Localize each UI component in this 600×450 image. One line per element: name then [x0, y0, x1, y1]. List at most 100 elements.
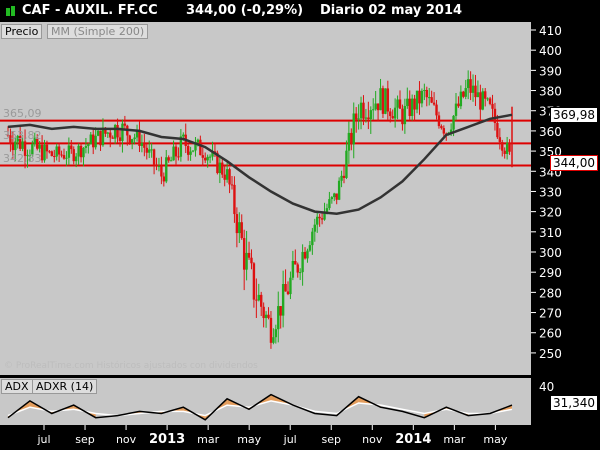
candle-body: [347, 132, 351, 151]
candle-body: [350, 132, 353, 145]
candle-body: [172, 146, 175, 161]
candle-body: [262, 306, 265, 319]
time-tick-label: 2014: [395, 432, 431, 447]
candle-body: [306, 250, 309, 259]
candle-body: [277, 306, 280, 330]
candle-body: [211, 151, 214, 157]
candle-body: [505, 142, 509, 154]
candle-body: [466, 79, 470, 89]
adx-line: [7, 393, 513, 421]
candle-body: [464, 88, 467, 97]
candle-body: [74, 156, 78, 162]
candle-body: [60, 154, 63, 156]
candle-body: [50, 151, 54, 157]
candle-body: [391, 116, 394, 119]
candle-body: [145, 147, 148, 153]
price-tick-label: 260: [539, 327, 562, 341]
candle-body: [201, 155, 204, 158]
candle-body: [218, 162, 222, 174]
candle-body: [428, 97, 431, 99]
candle-body: [79, 145, 83, 158]
candle-body: [92, 134, 95, 148]
candle-body: [82, 147, 85, 158]
candle-body: [479, 92, 482, 110]
candle-body: [133, 137, 136, 140]
candle-body: [225, 169, 229, 180]
candle-body: [393, 107, 397, 119]
candle-body: [21, 141, 24, 149]
candle-body: [320, 218, 324, 220]
price-tick-label: 310: [539, 226, 562, 240]
candle-body: [462, 91, 465, 97]
candle-body: [369, 110, 372, 120]
candle-body: [135, 129, 139, 138]
ma-overlay-label[interactable]: MM (Simple 200): [47, 24, 149, 39]
candle-body: [476, 92, 480, 98]
candle-body: [423, 89, 426, 91]
candle-body: [267, 314, 270, 318]
candle-body: [245, 252, 248, 270]
price-tick-label: 400: [539, 44, 562, 58]
candle-body: [498, 137, 502, 143]
candle-body: [6, 134, 10, 136]
candle-body: [31, 143, 34, 155]
candle-body: [279, 306, 282, 316]
candle-body: [199, 139, 202, 156]
up-arrow-icon: [4, 3, 18, 21]
adxr-panel-label[interactable]: ADXR (14): [32, 379, 98, 394]
candle-body: [65, 157, 68, 159]
candle-body: [109, 132, 112, 138]
candle-body: [335, 193, 338, 200]
time-tick-label: jul: [36, 433, 50, 446]
candle-body: [488, 98, 492, 104]
candle-body: [48, 151, 51, 153]
time-tick-label: jul: [283, 433, 297, 446]
candle-body: [143, 143, 146, 148]
candle-body: [230, 184, 234, 186]
time-tick-label: 2013: [149, 432, 185, 447]
candle-body: [148, 149, 151, 153]
price-change: 344,00 (-0,29%): [186, 3, 304, 18]
candle-body: [406, 98, 409, 107]
candle-body: [255, 299, 258, 301]
candle-body: [311, 231, 314, 246]
candle-body: [194, 142, 197, 151]
candle-body: [162, 176, 166, 182]
candle-body: [435, 104, 438, 116]
candle-body: [70, 145, 73, 150]
time-tick-label: nov: [362, 433, 383, 446]
candle-body: [38, 144, 41, 149]
candle-body: [481, 91, 484, 110]
candle-body: [167, 157, 170, 161]
candle-body: [491, 103, 494, 109]
candle-body: [72, 149, 75, 162]
adx-panel-label[interactable]: ADX: [1, 379, 33, 394]
candle-body: [269, 317, 273, 343]
candle-body: [313, 224, 316, 232]
ma-value-badge: 369,98: [550, 106, 598, 123]
adx-axis: 40: [539, 380, 554, 394]
candle-body: [484, 91, 487, 99]
price-axis: 2502602702802903003103203303403503603703…: [531, 24, 562, 361]
time-axis: jul sep nov 2013 mar may jul sep nov 2014 mar may: [36, 425, 508, 447]
candle-body: [140, 143, 144, 146]
candle-body: [113, 124, 117, 139]
candle-body: [389, 111, 392, 117]
candle-body: [408, 98, 411, 116]
candle-body: [367, 117, 370, 120]
candle-body: [196, 139, 200, 143]
adx-lines: [7, 393, 513, 421]
candles: [6, 70, 513, 349]
candle-body: [398, 99, 402, 109]
candle-body: [264, 314, 268, 319]
price-tick-label: 330: [539, 185, 562, 199]
candle-body: [440, 126, 443, 129]
candle-body: [16, 135, 19, 142]
time-tick-label: mar: [443, 433, 465, 446]
candle-body: [294, 260, 297, 265]
price-panel-label[interactable]: Precio: [1, 24, 43, 39]
time-tick-label: sep: [321, 433, 340, 446]
candle-body: [379, 88, 382, 111]
candle-body: [55, 146, 58, 157]
